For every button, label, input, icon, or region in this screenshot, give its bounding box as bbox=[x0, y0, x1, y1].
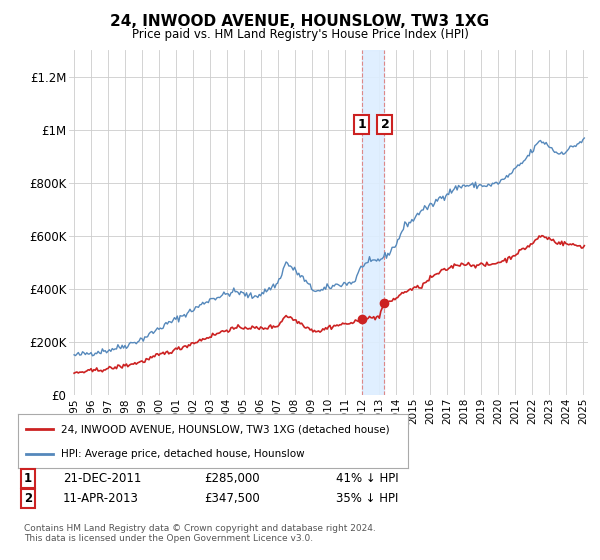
Text: £347,500: £347,500 bbox=[204, 492, 260, 505]
Text: HPI: Average price, detached house, Hounslow: HPI: Average price, detached house, Houn… bbox=[61, 449, 305, 459]
Text: £285,000: £285,000 bbox=[204, 472, 260, 486]
Text: 24, INWOOD AVENUE, HOUNSLOW, TW3 1XG: 24, INWOOD AVENUE, HOUNSLOW, TW3 1XG bbox=[110, 14, 490, 29]
Text: 21-DEC-2011: 21-DEC-2011 bbox=[63, 472, 142, 486]
Text: 2: 2 bbox=[24, 492, 32, 505]
Bar bbox=[362, 50, 384, 395]
Text: 24, INWOOD AVENUE, HOUNSLOW, TW3 1XG (detached house): 24, INWOOD AVENUE, HOUNSLOW, TW3 1XG (de… bbox=[61, 424, 389, 435]
Text: 11-APR-2013: 11-APR-2013 bbox=[63, 492, 139, 505]
Text: 35% ↓ HPI: 35% ↓ HPI bbox=[336, 492, 398, 505]
Text: 41% ↓ HPI: 41% ↓ HPI bbox=[336, 472, 398, 486]
Text: Price paid vs. HM Land Registry's House Price Index (HPI): Price paid vs. HM Land Registry's House … bbox=[131, 28, 469, 41]
Text: 1: 1 bbox=[357, 118, 366, 131]
Text: Contains HM Land Registry data © Crown copyright and database right 2024.
This d: Contains HM Land Registry data © Crown c… bbox=[24, 524, 376, 543]
Text: 2: 2 bbox=[380, 118, 389, 131]
Text: 1: 1 bbox=[24, 472, 32, 486]
